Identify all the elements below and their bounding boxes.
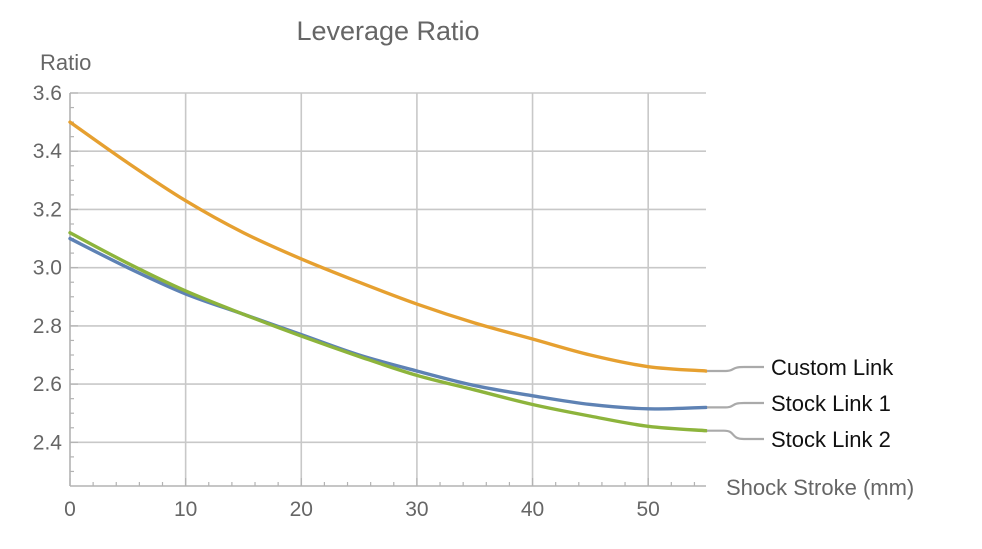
x-axis-label: Shock Stroke (mm) — [726, 475, 914, 500]
y-tick-label: 2.8 — [33, 315, 62, 338]
y-tick-label: 2.4 — [33, 431, 63, 454]
x-tick-label: 50 — [637, 498, 660, 521]
y-tick-label: 3.0 — [33, 257, 62, 280]
series-line-custom-link — [68, 120, 708, 373]
axes: 2.4 2.6 2.8 3.0 3.2 3.4 3.6 0 10 20 30 40 50 — [33, 82, 706, 521]
x-tick-label: 20 — [290, 498, 313, 521]
legend-label-stock-link-2: Stock Link 2 — [771, 427, 891, 452]
y-tick-label: 3.6 — [33, 82, 62, 105]
legend-label-custom-link: Custom Link — [771, 355, 894, 380]
y-axis-label: Ratio — [40, 50, 91, 75]
legend: Custom Link Stock Link 1 Stock Link 2 — [707, 355, 894, 452]
legend-label-stock-link-1: Stock Link 1 — [771, 391, 891, 416]
grid-lines — [70, 92, 706, 486]
x-tick-label: 10 — [174, 498, 197, 521]
series-line-stock-link-1 — [68, 236, 708, 411]
y-tick-label: 3.4 — [33, 140, 63, 163]
chart-title: Leverage Ratio — [296, 16, 479, 46]
x-tick-label: 30 — [405, 498, 428, 521]
y-tick-label: 3.2 — [33, 198, 62, 221]
legend-leader-stock-link-1 — [707, 401, 764, 409]
legend-leader-custom-link — [707, 365, 764, 373]
legend-leader-stock-link-2 — [707, 429, 764, 441]
x-tick-label: 0 — [64, 498, 76, 521]
x-tick-label: 40 — [521, 498, 544, 521]
series-lines — [68, 120, 708, 433]
series-line-stock-link-2 — [68, 231, 708, 433]
y-tick-label: 2.6 — [33, 373, 62, 396]
